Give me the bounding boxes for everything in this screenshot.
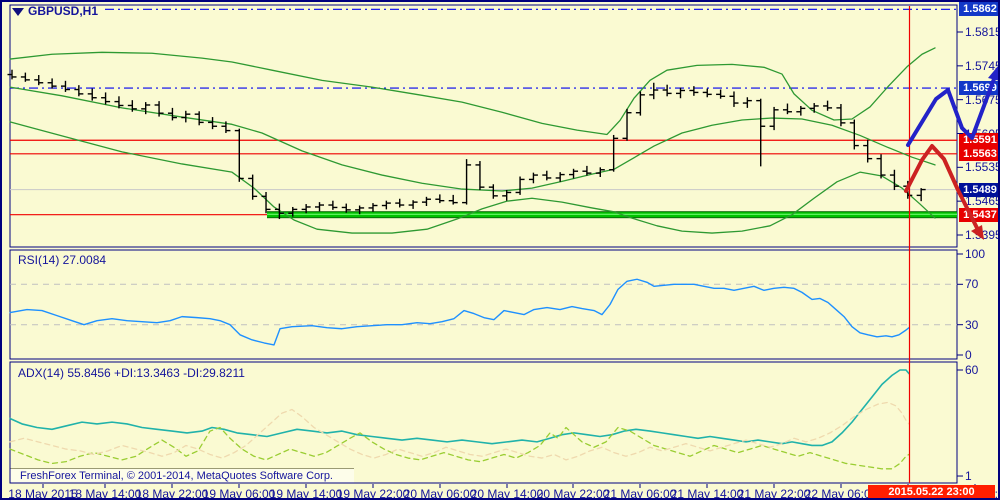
red-arrow-head [971,225,984,240]
price-marker-box: 1.5862 [959,2,998,17]
price-axis-tick-label: 1.5745 [965,58,1000,73]
rsi-axis-tick-label: 100 [965,247,986,261]
price-marker-box: 1.5563 [959,146,998,161]
terminal-copyright-footer: FreshForex Terminal, © 2001-2014, MetaQu… [10,468,354,483]
time-axis-label: 18 May 2015 [8,487,78,500]
adx-panel-frame [9,361,958,484]
time-axis-label: 21 May 14:00 [670,487,744,500]
bollinger-upper-band [9,47,936,136]
price-axis-tick-label: 1.5465 [965,194,1000,209]
blue-arrow-head [988,66,998,81]
rsi-indicator-label: RSI(14) 27.0084 [18,253,107,267]
time-axis-label: 18 May 14:00 [68,487,142,500]
bollinger-middle-band [9,86,936,192]
time-axis-label: 21 May 06:00 [603,487,677,500]
price-axis-tick-label: 1.5535 [965,160,1000,175]
time-axis-label: 19 May 06:00 [202,487,276,500]
time-axis-label: 20 May 14:00 [470,487,544,500]
rsi-axis-tick-label: 0 [965,348,972,362]
red-arrow [904,144,979,230]
time-axis-label: 22 May 06:00 [804,487,878,500]
time-axis-label: 20 May 22:00 [536,487,610,500]
adx-series-minusDI [9,401,910,461]
adx-indicator-label: ADX(14) 55.8456 +DI:13.3463 -DI:29.8211 [18,366,245,380]
symbol-text: GBPUSD,H1 [28,4,99,18]
rsi-axis-tick-label: 70 [965,277,979,292]
rsi-panel-frame [9,249,958,360]
price-marker-box: 1.5489 [959,182,998,197]
rsi-axis-tick-label: 30 [965,317,979,332]
time-axis-label: 19 May 22:00 [336,487,410,500]
time-axis-label: 21 May 22:00 [737,487,811,500]
time-axis-label: 19 May 14:00 [269,487,343,500]
chart-dropdown-icon [12,7,24,16]
time-axis-label: 20 May 06:00 [403,487,477,500]
adx-axis-tick-label: 60 [965,363,979,377]
rsi-line [9,278,910,346]
adx-axis-tick-label: 1 [965,469,972,484]
adx-series-ADX [9,369,910,447]
time-axis-label: 18 May 22:00 [135,487,209,500]
price-axis-tick-label: 1.5815 [965,25,1000,39]
bollinger-lower-band [9,121,936,234]
price-panel-frame [9,4,958,248]
adx-series-plusDI [9,426,910,470]
price-axis-tick-label: 1.5675 [965,92,1000,107]
symbol-label: GBPUSD,H1 [12,4,105,18]
blue-arrow [906,77,996,147]
